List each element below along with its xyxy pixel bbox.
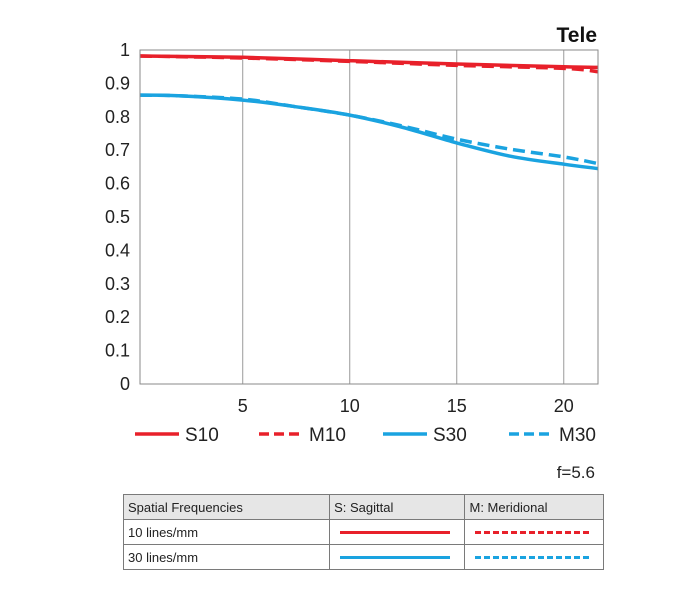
frequency-table-container: Spatial Frequencies S: Sagittal M: Merid… [122, 494, 604, 570]
meridional-10-swatch [475, 530, 589, 534]
y-tick-labels: 0 0.1 0.2 0.3 0.4 0.5 0.6 0.7 0.8 0.9 1 [105, 40, 130, 394]
legend-label-s30: S30 [433, 425, 467, 446]
meridional-10-cell [464, 519, 604, 545]
header-sagittal: S: Sagittal [329, 494, 466, 520]
legend-label-m30: M30 [559, 425, 596, 446]
y-tick-label: 0.8 [105, 107, 130, 127]
y-tick-label: 0.9 [105, 73, 130, 93]
y-tick-label: 0.4 [105, 240, 130, 260]
series-line-m30 [139, 93, 599, 166]
y-tick-label: 0.2 [105, 307, 130, 327]
chart-title: Tele [557, 24, 597, 47]
y-tick-label: 1 [120, 40, 130, 60]
gridlines [242, 50, 565, 384]
row-label-30: 30 lines/mm [122, 544, 331, 570]
series-line-m10 [139, 54, 599, 74]
y-tick-label: 0 [120, 374, 130, 394]
meridional-30-swatch [475, 555, 589, 559]
x-tick-label: 15 [447, 396, 467, 416]
table-row: 10 lines/mm [122, 519, 604, 545]
sagittal-10-swatch [340, 530, 451, 534]
header-spatial-frequencies: Spatial Frequencies [122, 494, 331, 520]
row-label-10: 10 lines/mm [122, 519, 331, 545]
plot-frame [139, 49, 599, 385]
x-tick-label: 20 [554, 396, 574, 416]
legend-label-m10: M10 [309, 425, 346, 446]
y-tick-label: 0.6 [105, 174, 130, 194]
series-line-s30 [139, 93, 599, 171]
aperture-note: f=5.6 [557, 463, 595, 482]
legend-label-s10: S10 [185, 425, 219, 446]
sagittal-10-cell [329, 519, 466, 545]
mtf-chart: 0 0.1 0.2 0.3 0.4 0.5 0.6 0.7 0.8 0.9 1 5 10 15 20 Te… [105, 24, 599, 482]
y-tick-label: 0.3 [105, 274, 130, 294]
header-meridional: M: Meridional [464, 494, 604, 520]
legend: S10 M10 S30 M30 [135, 425, 596, 446]
x-tick-labels: 5 10 15 20 [238, 396, 574, 416]
x-tick-label: 5 [238, 396, 248, 416]
y-tick-label: 0.7 [105, 140, 130, 160]
sagittal-30-swatch [340, 555, 451, 559]
sagittal-30-cell [329, 544, 466, 570]
frequency-table: Spatial Frequencies S: Sagittal M: Merid… [122, 494, 604, 570]
y-tick-label: 0.1 [105, 341, 130, 361]
series-lines [139, 54, 599, 171]
table-header-row: Spatial Frequencies S: Sagittal M: Merid… [122, 494, 604, 520]
meridional-30-cell [464, 544, 604, 570]
x-tick-label: 10 [340, 396, 360, 416]
y-tick-label: 0.5 [105, 207, 130, 227]
table-row: 30 lines/mm [122, 544, 604, 570]
